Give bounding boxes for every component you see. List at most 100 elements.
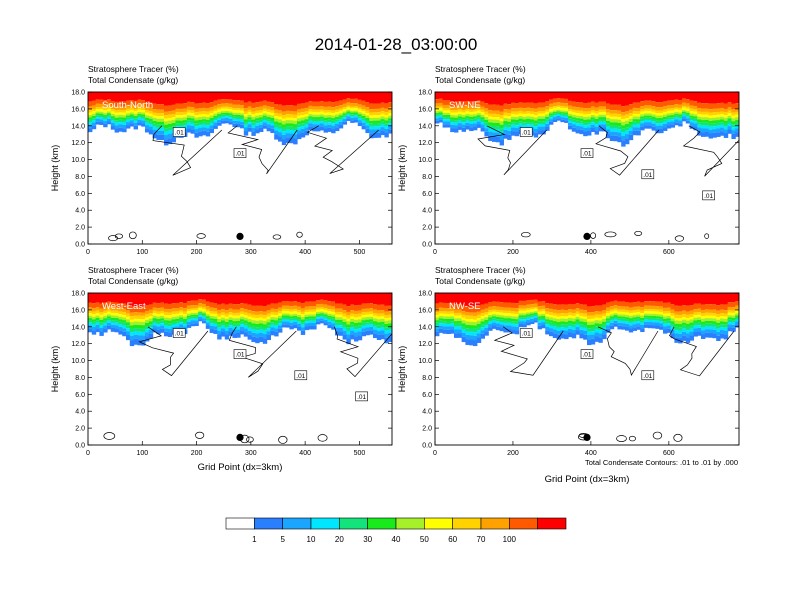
- tracer-cell: [164, 92, 169, 106]
- tracer-cell: [450, 311, 455, 314]
- tracer-cell: [308, 92, 313, 102]
- tracer-cell: [373, 115, 378, 118]
- tracer-cell: [507, 320, 512, 323]
- tracer-cell: [361, 125, 366, 130]
- condensate-contour-blob: [616, 435, 627, 442]
- tracer-cell: [454, 333, 459, 338]
- tracer-cell: [514, 308, 520, 312]
- tracer-cell: [122, 92, 127, 102]
- tracer-cell: [651, 123, 656, 127]
- tracer-cell: [511, 323, 516, 327]
- tracer-cell: [450, 110, 455, 113]
- tracer-cell: [537, 118, 542, 122]
- tracer-cell: [183, 111, 188, 115]
- tracer-cell: [384, 132, 389, 138]
- tracer-cell: [579, 327, 584, 330]
- tracer-cell: [560, 324, 565, 328]
- tracer-cell: [685, 305, 691, 312]
- tracer-cell: [156, 308, 161, 312]
- tracer-cell: [590, 293, 596, 307]
- tracer-cell: [568, 113, 573, 117]
- tracer-cell: [88, 320, 93, 323]
- tracer-cell: [331, 123, 336, 126]
- tracer-cell: [442, 307, 447, 312]
- tracer-cell: [457, 105, 463, 110]
- tracer-cell: [240, 121, 245, 125]
- tracer-cell: [697, 122, 702, 125]
- tracer-cell: [666, 318, 672, 321]
- tracer-cell: [731, 327, 736, 332]
- tracer-cell: [594, 293, 599, 306]
- tracer-cell: [95, 117, 100, 120]
- tracer-cell: [621, 106, 626, 113]
- condensate-contour-line: [334, 326, 392, 378]
- tracer-cell: [126, 100, 131, 106]
- tracer-cell: [293, 138, 298, 145]
- tracer-cell: [346, 109, 351, 112]
- tracer-cell: [160, 92, 165, 105]
- tracer-cell: [152, 112, 157, 116]
- tracer-cell: [571, 293, 577, 305]
- tracer-cell: [549, 92, 554, 100]
- tracer-cell: [293, 92, 298, 106]
- tracer-cell: [526, 102, 531, 108]
- tracer-cell: [205, 111, 211, 115]
- tracer-cell: [384, 126, 389, 129]
- tracer-cell: [118, 316, 123, 320]
- tracer-cell: [552, 92, 558, 99]
- tracer-cell: [145, 314, 150, 318]
- tracer-cell: [465, 324, 470, 329]
- tracer-cell: [224, 103, 230, 107]
- tracer-cell: [297, 312, 302, 315]
- tracer-cell: [716, 128, 721, 133]
- tracer-cell: [731, 109, 736, 113]
- tracer-cell: [640, 118, 645, 122]
- tracer-cell: [564, 108, 569, 111]
- tracer-cell: [644, 108, 649, 111]
- tracer-cell: [522, 300, 527, 306]
- tracer-cell: [488, 131, 493, 136]
- tracer-cell: [198, 131, 203, 137]
- tracer-cell: [251, 317, 256, 321]
- tracer-cell: [110, 100, 116, 106]
- tracer-cell: [617, 117, 622, 120]
- tracer-cell: [560, 327, 565, 330]
- tracer-cell: [465, 100, 470, 106]
- tracer-cell: [300, 308, 306, 312]
- tracer-cell: [183, 117, 188, 121]
- tracer-cell: [727, 118, 732, 121]
- tracer-cell: [549, 331, 554, 337]
- tracer-cell: [297, 293, 302, 302]
- tracer-cell: [613, 131, 618, 136]
- tracer-cell: [484, 131, 489, 137]
- tracer-cell: [723, 115, 729, 118]
- tracer-cell: [357, 313, 363, 317]
- tracer-cell: [495, 293, 501, 302]
- tracer-cell: [129, 319, 135, 323]
- tracer-cell: [564, 293, 569, 305]
- tracer-cell: [450, 318, 455, 322]
- tracer-cell: [156, 293, 161, 304]
- tracer-cell: [602, 121, 607, 125]
- tracer-cell: [568, 309, 573, 313]
- tracer-cell: [678, 330, 683, 334]
- tracer-cell: [693, 121, 698, 124]
- tracer-cell: [122, 112, 127, 116]
- tracer-cell: [331, 309, 336, 312]
- tracer-cell: [354, 319, 359, 324]
- condensate-contour-blob: [278, 435, 288, 444]
- tracer-cell: [88, 307, 93, 311]
- tracer-cell: [682, 113, 687, 115]
- tracer-cell: [617, 316, 622, 319]
- tracer-cell: [594, 332, 599, 337]
- tracer-cell: [103, 328, 108, 333]
- tracer-cell: [103, 110, 108, 113]
- tracer-cell: [186, 324, 192, 328]
- tracer-cell: [312, 320, 317, 323]
- tracer-cell: [327, 321, 332, 325]
- tracer-cell: [609, 119, 615, 123]
- tracer-cell: [469, 109, 474, 113]
- tracer-cell: [270, 123, 275, 126]
- tracer-cell: [708, 133, 713, 139]
- tracer-cell: [533, 316, 539, 318]
